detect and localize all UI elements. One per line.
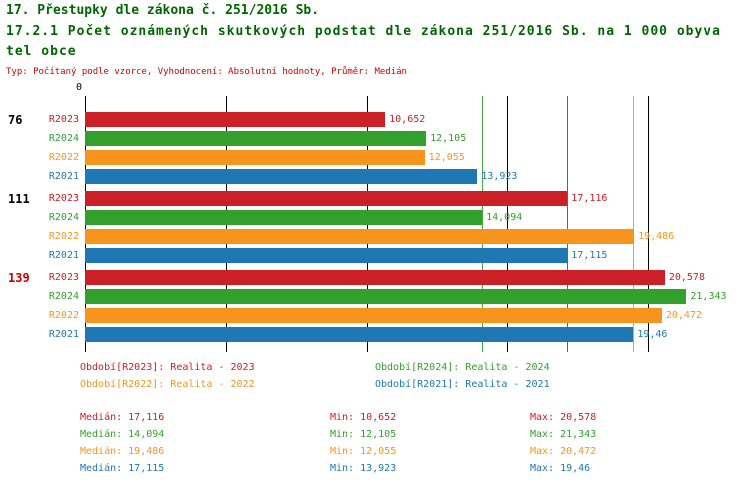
bar-r2024	[85, 210, 483, 225]
bar-r2022	[85, 308, 662, 323]
stat-max-r2024: Max: 21,343	[530, 429, 597, 440]
indicator-meta: Typ: Počítaný podle vzorce, Vyhodnocení:…	[6, 67, 407, 77]
bar-track: 17,115	[85, 248, 750, 263]
bar-r2021	[85, 248, 568, 263]
bar-r2021	[85, 327, 634, 342]
bar-track: 19,486	[85, 229, 750, 244]
bar-row: 111 R2023 17,116	[0, 189, 750, 208]
indicator-title-line1: 17.2.1 Počet oznámených skutkových podst…	[6, 24, 721, 39]
bar-row: R2021 19,46	[0, 325, 750, 344]
bar-r2024	[85, 131, 427, 146]
bar-value: 12,055	[428, 152, 465, 163]
stat-min-r2021: Min: 13,923	[330, 463, 397, 474]
group-label: 76	[8, 112, 23, 127]
group-label: 139	[8, 270, 30, 285]
bar-track: 17,116	[85, 191, 750, 206]
bar-row: R2022 19,486	[0, 227, 750, 246]
series-label: R2021	[48, 329, 79, 340]
bar-row: R2024 14,094	[0, 208, 750, 227]
gridline	[507, 96, 509, 352]
stat-min-r2023: Min: 10,652	[330, 412, 397, 423]
bar-row: R2022 12,055	[0, 148, 750, 167]
series-label: R2021	[48, 250, 79, 261]
series-label: R2022	[48, 310, 79, 321]
stat-max-r2022: Max: 20,472	[530, 446, 597, 457]
bar-r2021	[85, 169, 478, 184]
stat-median-r2022: Medián: 19,486	[80, 446, 165, 457]
group-label: 111	[8, 191, 30, 206]
stats-table: Medián: 17,116 Min: 10,652 Max: 20,578 M…	[80, 412, 596, 480]
bar-row: R2021 13,923	[0, 167, 750, 186]
bar-track: 12,055	[85, 150, 750, 165]
bar-r2024	[85, 289, 687, 304]
bar-value: 17,115	[571, 250, 608, 261]
bar-value: 20,578	[668, 272, 705, 283]
bar-track: 20,578	[85, 270, 750, 285]
bar-row: R2022 20,472	[0, 306, 750, 325]
bar-track: 12,105	[85, 131, 750, 146]
series-label: R2022	[48, 231, 79, 242]
bar-group-76: 76 R2023 10,652 R2024 12,105 R2022 12,055 R2021…	[0, 110, 750, 186]
bar-value: 10,652	[389, 114, 426, 125]
bar-track: 13,923	[85, 169, 750, 184]
bar-track: 20,472	[85, 308, 750, 323]
bar-value: 19,46	[637, 329, 668, 340]
series-label: R2023	[48, 272, 79, 283]
legend-item-r2023: Období[R2023]: Realita - 2023	[80, 362, 255, 373]
bar-value: 17,116	[571, 193, 608, 204]
gridline	[647, 96, 649, 352]
stat-min-r2024: Min: 12,105	[330, 429, 397, 440]
legend-item-r2022: Období[R2022]: Realita - 2022	[80, 379, 255, 390]
bar-rows: 76 R2023 10,652 R2024 12,105 R2022 12,055 R2021…	[0, 110, 750, 347]
series-label: R2024	[48, 133, 79, 144]
legend: Období[R2023]: Realita - 2023 Období[R20…	[80, 362, 550, 396]
bar-row: 139 R2023 20,578	[0, 268, 750, 287]
bar-group-139: 139 R2023 20,578 R2024 21,343 R2022 20,472 R202…	[0, 268, 750, 344]
bar-row: R2024 12,105	[0, 129, 750, 148]
bar-chart: 76 R2023 10,652 R2024 12,105 R2022 12,055 R2021…	[0, 96, 750, 354]
stat-min-r2022: Min: 12,055	[330, 446, 397, 457]
series-label: R2022	[48, 152, 79, 163]
bar-r2023	[85, 191, 568, 206]
legend-item-r2024: Období[R2024]: Realita - 2024	[375, 362, 550, 373]
bar-value: 21,343	[690, 291, 727, 302]
stat-median-r2024: Medián: 14,094	[80, 429, 165, 440]
bar-track: 14,094	[85, 210, 750, 225]
bar-value: 13,923	[481, 171, 518, 182]
median-line-r2022	[633, 96, 635, 352]
series-label: R2021	[48, 171, 79, 182]
bar-r2022	[85, 150, 425, 165]
median-line-r2021	[566, 96, 568, 352]
stat-median-r2023: Medián: 17,116	[80, 412, 165, 423]
axis-origin-label: 0	[75, 82, 82, 93]
bar-value: 19,486	[638, 231, 675, 242]
stat-max-r2021: Max: 19,46	[530, 463, 591, 474]
bar-r2022	[85, 229, 635, 244]
bar-row: R2021 17,115	[0, 246, 750, 265]
series-label: R2023	[48, 114, 79, 125]
series-label: R2023	[48, 193, 79, 204]
stat-median-r2021: Medián: 17,115	[80, 463, 165, 474]
bar-value: 14,094	[486, 212, 523, 223]
stat-max-r2023: Max: 20,578	[530, 412, 597, 423]
series-label: R2024	[48, 212, 79, 223]
bar-track: 19,46	[85, 327, 750, 342]
bar-r2023	[85, 112, 386, 127]
bar-row: 76 R2023 10,652	[0, 110, 750, 129]
bar-r2023	[85, 270, 665, 285]
bar-group-111: 111 R2023 17,116 R2024 14,094 R2022 19,486 R202…	[0, 189, 750, 265]
legend-item-r2021: Období[R2021]: Realita - 2021	[375, 379, 550, 390]
bar-track: 10,652	[85, 112, 750, 127]
bar-row: R2024 21,343	[0, 287, 750, 306]
bar-track: 21,343	[85, 289, 750, 304]
series-label: R2024	[48, 291, 79, 302]
bar-value: 12,105	[430, 133, 467, 144]
indicator-title-line2: tel obce	[6, 44, 77, 59]
chapter-title: 17. Přestupky dle zákona č. 251/2016 Sb.	[6, 3, 320, 18]
bar-value: 20,472	[665, 310, 702, 321]
median-line-r2024	[481, 96, 483, 352]
